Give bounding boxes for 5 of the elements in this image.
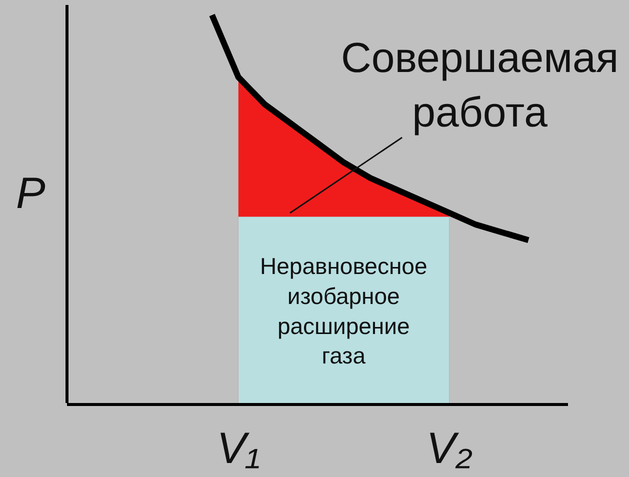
annotation: Неравновесное изобарное расширение газа (260, 253, 428, 369)
y-axis-title: P (16, 169, 46, 218)
x-tick-label: V₁ (216, 424, 260, 473)
x-tick-label: V₂ (426, 424, 473, 473)
annotation: Совершаемая работа (341, 34, 619, 136)
